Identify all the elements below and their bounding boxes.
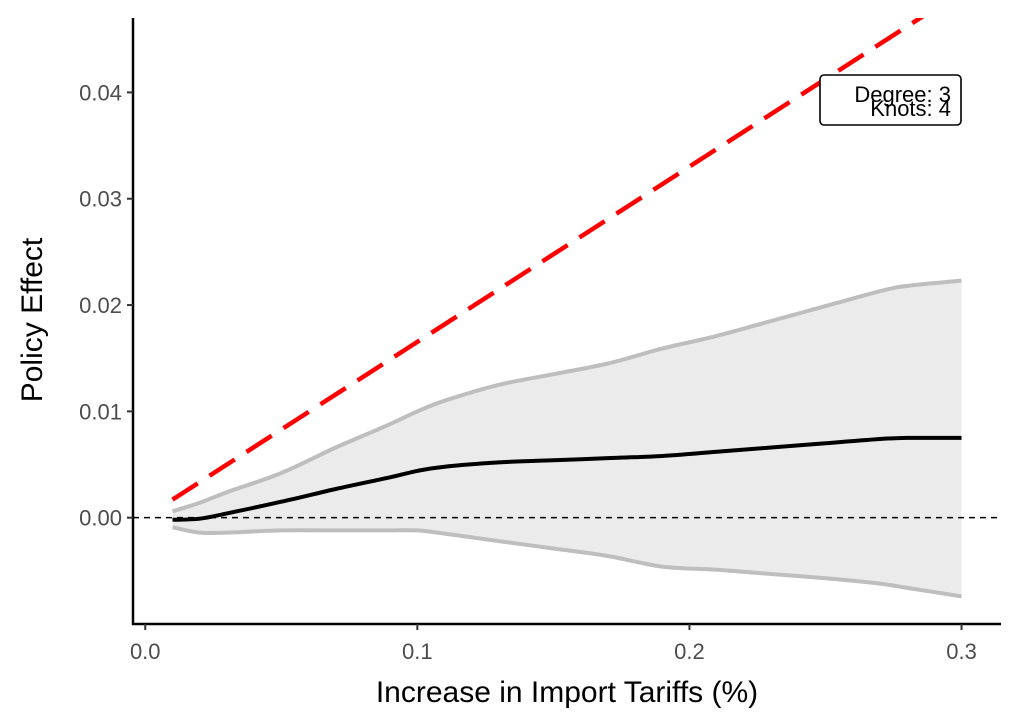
y-tick-label: 0.00 xyxy=(79,506,122,531)
x-axis-title: Increase in Import Tariffs (%) xyxy=(376,676,758,709)
x-tick-label: 0.0 xyxy=(130,639,161,664)
annotation-box-frame xyxy=(819,74,962,126)
upper-bound-line xyxy=(171,278,962,514)
plot-area xyxy=(133,18,1001,599)
annotation-box: Degree: 3 Knots: 4 xyxy=(819,74,962,126)
lower-bound-line xyxy=(172,525,962,599)
x-tick-label: 0.3 xyxy=(946,639,977,664)
annotation-degree: Degree: 3 xyxy=(854,82,951,107)
y-tick-label: 0.04 xyxy=(79,80,122,105)
y-tick-label: 0.01 xyxy=(79,399,122,424)
y-axis-title: Policy Effect xyxy=(16,237,49,402)
y-tick-label: 0.03 xyxy=(79,187,122,212)
x-tick-label: 0.2 xyxy=(674,639,705,664)
y-tick-label: 0.02 xyxy=(79,293,122,318)
linear-reference-line xyxy=(171,18,925,502)
y-axis-ticks: 0.00 0.01 0.02 0.03 0.04 xyxy=(79,80,133,531)
estimate-line xyxy=(172,435,962,522)
x-tick-label: 0.1 xyxy=(402,639,433,664)
x-axis-ticks: 0.0 0.1 0.2 0.3 xyxy=(130,624,977,664)
annotation-knots: Knots: 4 xyxy=(870,96,951,121)
